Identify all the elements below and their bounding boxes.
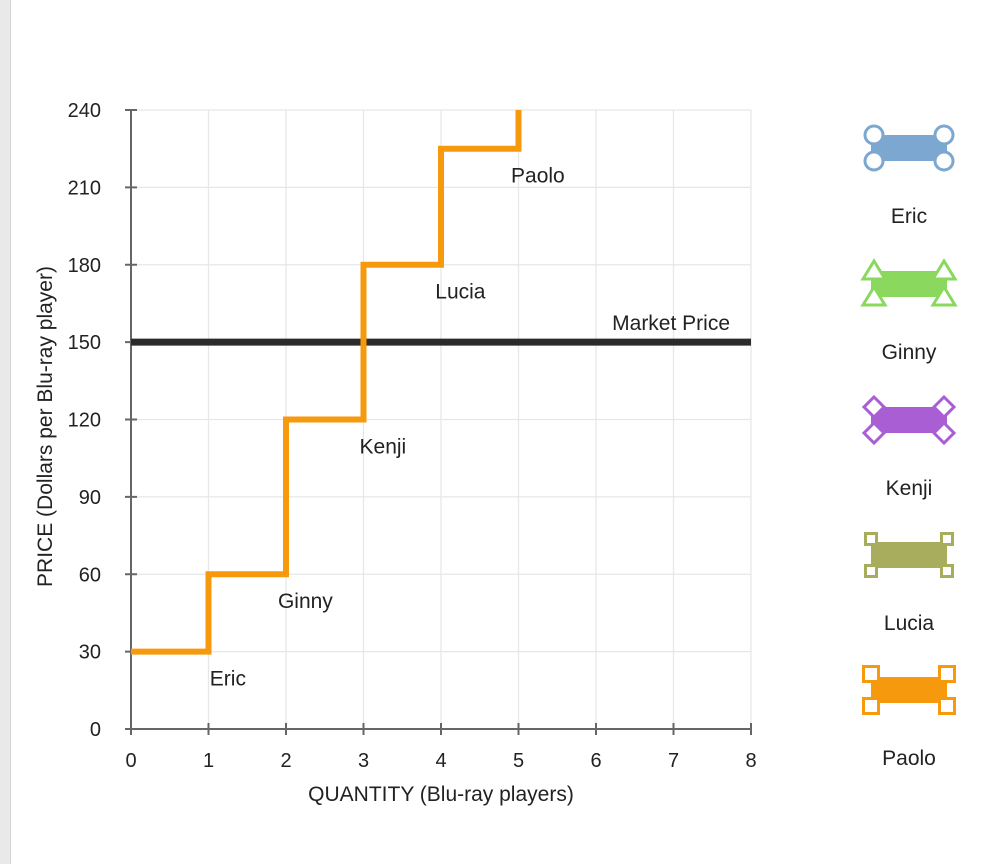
legend-marker-kenji	[861, 394, 887, 420]
x-tick-label: 6	[590, 750, 601, 772]
y-tick-label: 0	[90, 719, 101, 741]
legend-marker-ginny	[930, 284, 958, 307]
y-tick-label: 120	[68, 410, 101, 432]
legend-marker-eric	[933, 150, 955, 172]
legend-marker-paolo	[938, 665, 956, 683]
market-price-label: Market Price	[612, 312, 730, 335]
y-tick-label: 30	[79, 642, 101, 664]
supply-curve	[131, 110, 522, 655]
x-tick-label: 4	[435, 750, 446, 772]
y-axis-title: PRICE (Dollars per Blu-ray player)	[34, 266, 57, 587]
annotation-ginny: Ginny	[278, 590, 333, 613]
legend-label-paolo: Paolo	[882, 747, 936, 770]
legend-marker-ginny	[930, 258, 958, 281]
legend-marker-paolo	[938, 697, 956, 715]
legend-marker-lucia	[864, 532, 878, 546]
legend-marker-kenji	[931, 394, 957, 420]
legend-marker-ginny	[860, 258, 888, 281]
annotation-paolo: Paolo	[511, 164, 565, 187]
legend-swatch-lucia	[871, 542, 947, 568]
x-axis-title: QUANTITY (Blu-ray players)	[308, 783, 574, 806]
legend-marker-kenji	[861, 420, 887, 446]
annotation-eric: Eric	[210, 667, 246, 690]
legend-marker-lucia	[940, 564, 954, 578]
legend-label-kenji: Kenji	[886, 477, 933, 500]
page-left-border-line	[10, 0, 11, 864]
legend-marker-eric	[863, 124, 885, 146]
annotation-lucia: Lucia	[435, 281, 486, 304]
legend-marker-kenji	[931, 420, 957, 446]
y-tick-label: 180	[68, 255, 101, 277]
legend-marker-paolo	[862, 665, 880, 683]
legend-marker-lucia	[864, 564, 878, 578]
y-tick-label: 90	[79, 487, 101, 509]
y-tick-label: 210	[68, 177, 101, 199]
legend-marker-lucia	[940, 532, 954, 546]
legend-label-eric: Eric	[891, 205, 927, 228]
x-tick-label: 3	[358, 750, 369, 772]
legend-label-lucia: Lucia	[884, 612, 935, 635]
legend-marker-eric	[863, 150, 885, 172]
legend-label-ginny: Ginny	[882, 341, 937, 364]
page-left-border	[0, 0, 10, 864]
x-tick-label: 8	[745, 750, 756, 772]
annotation-kenji: Kenji	[360, 435, 407, 458]
legend-marker-ginny	[860, 284, 888, 307]
legend-marker-paolo	[862, 697, 880, 715]
y-tick-label: 240	[68, 100, 101, 122]
x-tick-label: 2	[280, 750, 291, 772]
legend-swatch-paolo	[871, 677, 947, 703]
x-tick-label: 7	[668, 750, 679, 772]
y-tick-label: 150	[68, 332, 101, 354]
x-tick-label: 1	[203, 750, 214, 772]
x-tick-label: 5	[513, 750, 524, 772]
x-tick-label: 0	[125, 750, 136, 772]
legend-swatch-kenji	[871, 407, 947, 433]
legend-marker-eric	[933, 124, 955, 146]
y-tick-label: 60	[79, 564, 101, 586]
legend-swatch-eric	[871, 135, 947, 161]
